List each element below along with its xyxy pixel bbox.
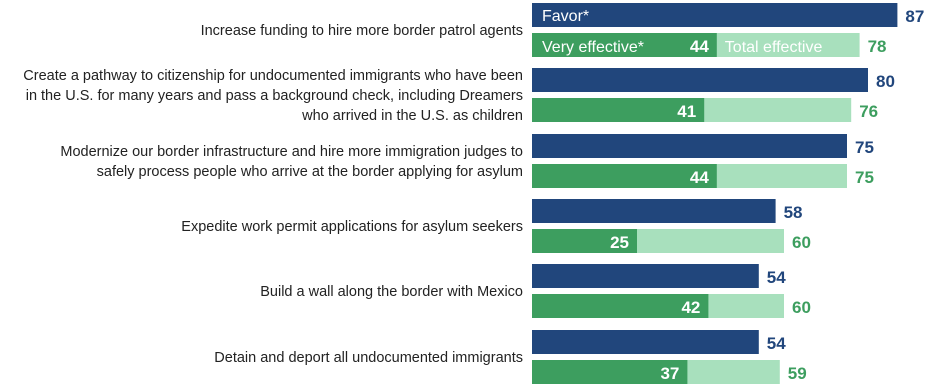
category-label: Modernize our border infrastructure and …: [60, 144, 523, 160]
category-label: Detain and deport all undocumented immig…: [214, 350, 523, 366]
total-effective-value-label: 75: [855, 168, 874, 187]
favor-bar: [532, 68, 868, 92]
favor-bar: [532, 134, 847, 158]
favor-bar: [532, 3, 898, 27]
very-effective-value-label: 44: [690, 168, 709, 187]
category-label: Expedite work permit applications for as…: [181, 219, 523, 235]
very-effective-value-label: 37: [660, 364, 679, 383]
favor-bar: [532, 264, 759, 288]
legend-total-effective: Total effective: [725, 39, 823, 56]
favor-value-label: 87: [905, 7, 924, 26]
very-effective-bar: [532, 294, 709, 318]
total-effective-value-label: 76: [859, 102, 878, 121]
category-label: in the U.S. for many years and pass a ba…: [26, 88, 523, 104]
very-effective-value-label: 44: [690, 37, 709, 56]
legend-very-effective: Very effective*: [542, 39, 644, 56]
very-effective-value-label: 41: [677, 102, 696, 121]
total-effective-value-label: 59: [788, 364, 807, 383]
favor-bar: [532, 199, 776, 223]
favor-bar: [532, 330, 759, 354]
very-effective-bar: [532, 98, 705, 122]
favor-value-label: 54: [767, 268, 786, 287]
very-effective-bar: [532, 164, 717, 188]
very-effective-bar: [532, 33, 717, 57]
category-label: who arrived in the U.S. as children: [301, 108, 523, 124]
very-effective-value-label: 25: [610, 233, 629, 252]
very-effective-bar: [532, 360, 688, 384]
favor-value-label: 58: [784, 203, 803, 222]
total-effective-value-label: 60: [792, 233, 811, 252]
favor-value-label: 80: [876, 72, 895, 91]
legend-favor: Favor*: [542, 8, 589, 25]
category-label: Increase funding to hire more border pat…: [201, 23, 523, 39]
favor-value-label: 75: [855, 138, 874, 157]
very-effective-value-label: 42: [681, 298, 700, 317]
total-effective-value-label: 60: [792, 298, 811, 317]
total-effective-value-label: 78: [868, 37, 887, 56]
favor-value-label: 54: [767, 334, 786, 353]
very-effective-bar: [532, 229, 637, 253]
category-label: Create a pathway to citizenship for undo…: [23, 68, 523, 84]
category-label: Build a wall along the border with Mexic…: [260, 284, 523, 300]
category-label: safely process people who arrive at the …: [97, 164, 523, 180]
